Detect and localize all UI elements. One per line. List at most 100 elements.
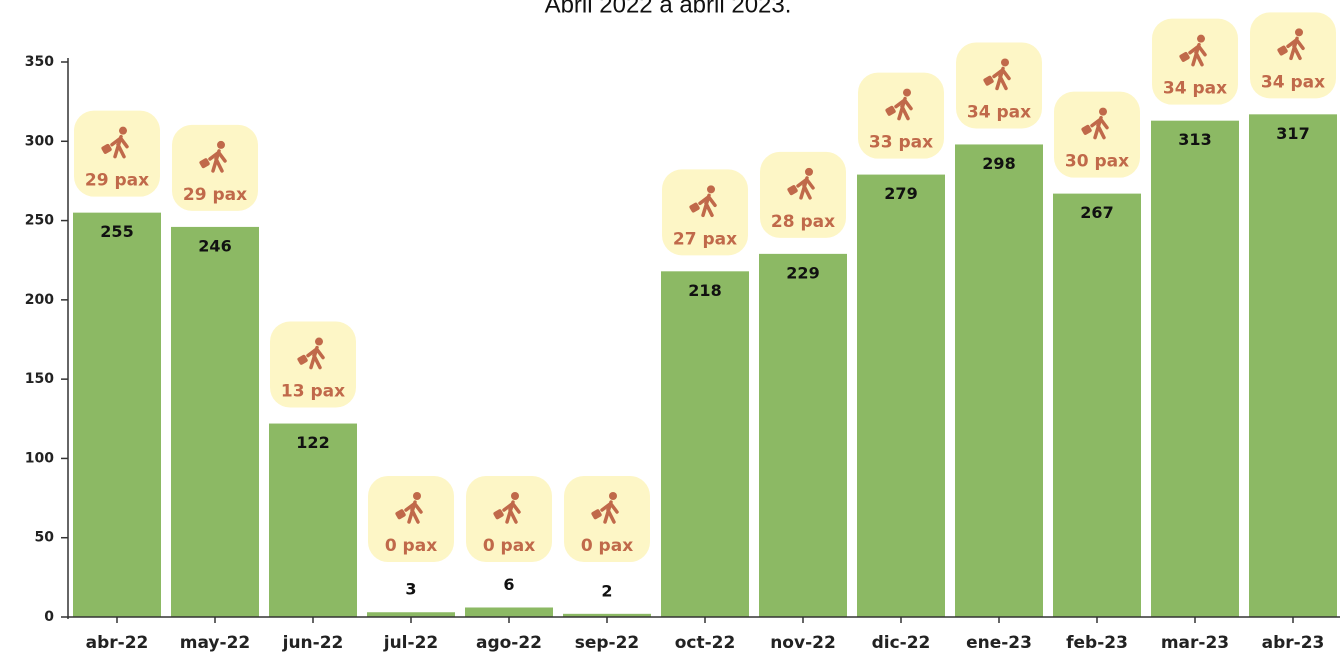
- icon-suitcase: [493, 509, 504, 520]
- icon-body: [1286, 36, 1305, 61]
- x-tick-label: abr-23: [1262, 633, 1325, 653]
- icon-suitcase: [983, 75, 994, 86]
- icon-head: [1099, 107, 1107, 116]
- icon-suitcase: [591, 509, 602, 520]
- bar: [1151, 120, 1239, 618]
- pax-label: 13 pax: [281, 382, 345, 402]
- x-tick-label: ene-23: [966, 633, 1032, 653]
- bar: [465, 607, 553, 617]
- y-tick-label: 50: [35, 530, 55, 546]
- icon-head: [315, 337, 323, 346]
- value-label: 229: [786, 263, 819, 282]
- value-label: 279: [884, 184, 917, 203]
- x-tick-label: oct-22: [675, 633, 736, 653]
- pax-label: 29 pax: [85, 171, 149, 191]
- icon-body: [110, 134, 129, 159]
- y-tick-label: 100: [25, 450, 54, 466]
- icon-head: [1001, 58, 1009, 67]
- pax-badge: 0 pax: [368, 476, 454, 562]
- icon-body: [698, 193, 717, 218]
- bar: [1053, 193, 1141, 617]
- value-label: 317: [1276, 124, 1309, 143]
- pax-badge: 34 pax: [956, 42, 1042, 129]
- y-tick-label: 300: [25, 133, 54, 149]
- value-label: 255: [100, 222, 133, 241]
- icon-suitcase: [1179, 51, 1190, 62]
- x-tick-label: nov-22: [770, 633, 836, 653]
- icon-head: [413, 492, 421, 500]
- value-label: 298: [982, 154, 1015, 173]
- pax-badge: 13 pax: [270, 321, 356, 408]
- value-label: 3: [405, 580, 416, 599]
- pax-label: 30 pax: [1065, 152, 1129, 172]
- icon-suitcase: [297, 354, 308, 365]
- bar: [269, 423, 357, 617]
- y-tick-label: 150: [25, 371, 54, 387]
- pax-label: 34 pax: [1163, 79, 1227, 99]
- pax-label: 29 pax: [183, 185, 247, 205]
- pax-label: 33 pax: [869, 133, 933, 153]
- icon-suitcase: [885, 105, 896, 116]
- icon-head: [1295, 28, 1303, 37]
- icon-suitcase: [787, 185, 798, 196]
- icon-body: [306, 345, 325, 370]
- icon-body: [894, 96, 913, 121]
- icon-suitcase: [1081, 124, 1092, 135]
- value-label: 246: [198, 236, 231, 255]
- pax-label: 0 pax: [385, 536, 437, 556]
- x-tick-label: jun-22: [282, 633, 344, 653]
- icon-head: [707, 185, 715, 194]
- pax-label: 27 pax: [673, 229, 737, 249]
- bar: [759, 253, 847, 617]
- y-tick-label: 250: [25, 213, 54, 229]
- icon-suitcase: [101, 143, 112, 154]
- icon-body: [502, 500, 521, 524]
- icon-head: [609, 492, 617, 500]
- pax-badge: 33 pax: [858, 72, 944, 159]
- y-tick-label: 200: [25, 292, 54, 308]
- icon-head: [511, 492, 519, 500]
- value-label: 218: [688, 281, 721, 300]
- value-label: 122: [296, 433, 329, 452]
- bar: [367, 612, 455, 617]
- pax-badge: 28 pax: [760, 151, 846, 238]
- bar: [171, 226, 259, 617]
- x-tick-label: jul-22: [383, 633, 438, 653]
- icon-suitcase: [1277, 45, 1288, 56]
- chart-title: Abril 2022 a abril 2023.: [545, 0, 792, 18]
- bar: [563, 613, 651, 617]
- value-label: 2: [601, 581, 612, 600]
- x-tick-label: dic-22: [872, 633, 931, 653]
- x-tick-label: sep-22: [575, 633, 640, 653]
- pax-label: 34 pax: [967, 102, 1031, 122]
- pax-label: 34 pax: [1261, 72, 1325, 92]
- icon-body: [404, 500, 423, 524]
- pax-label: 28 pax: [771, 212, 835, 232]
- y-tick-label: 350: [25, 54, 54, 70]
- x-tick-label: may-22: [180, 633, 250, 653]
- y-tick-label: 0: [44, 609, 54, 625]
- pax-badge: 34 pax: [1152, 18, 1238, 105]
- icon-suitcase: [395, 509, 406, 520]
- x-tick-label: feb-23: [1066, 633, 1128, 653]
- pax-label: 0 pax: [483, 536, 535, 556]
- pax-label: 0 pax: [581, 536, 633, 556]
- icon-head: [1197, 34, 1205, 43]
- icon-head: [903, 88, 911, 97]
- x-tick-label: ago-22: [476, 633, 542, 653]
- icon-body: [796, 176, 815, 200]
- icon-body: [208, 149, 227, 173]
- icon-body: [1188, 42, 1207, 67]
- x-tick-label: mar-23: [1161, 633, 1229, 653]
- pax-badge: 27 pax: [662, 169, 748, 256]
- icon-body: [1090, 115, 1109, 140]
- icon-head: [217, 140, 225, 149]
- bar: [661, 271, 749, 617]
- icon-body: [992, 66, 1011, 91]
- bar: [73, 212, 161, 617]
- x-tick-label: abr-22: [86, 633, 149, 653]
- icon-head: [805, 167, 813, 176]
- value-label: 267: [1080, 203, 1113, 222]
- icon-suitcase: [199, 158, 210, 169]
